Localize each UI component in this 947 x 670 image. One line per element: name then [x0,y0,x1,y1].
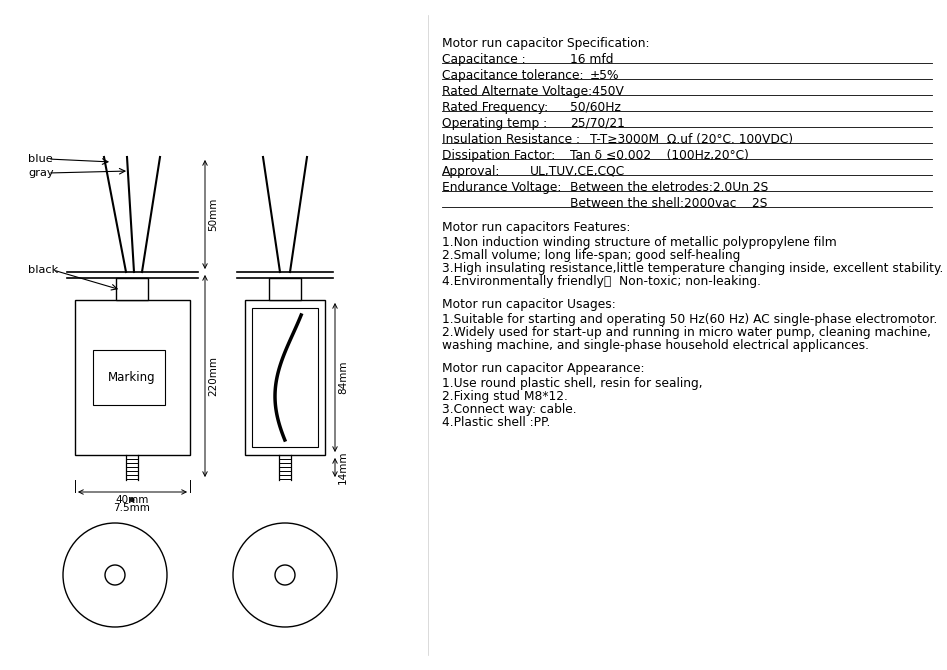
Text: 40mm: 40mm [116,495,150,505]
Bar [252,308,318,447]
Text: 2.Small volume; long life-span; good self-healing: 2.Small volume; long life-span; good sel… [442,249,741,262]
Bar [93,350,165,405]
Bar [75,300,190,455]
Text: 84mm: 84mm [338,360,348,394]
Text: 1.Use round plastic shell, resin for sealing,: 1.Use round plastic shell, resin for sea… [442,377,703,390]
Text: Capacitance tolerance:: Capacitance tolerance: [442,69,583,82]
Text: Marking: Marking [108,371,156,385]
Text: ±5%: ±5% [590,69,619,82]
Text: blue: blue [28,154,53,164]
Bar [116,278,148,300]
Text: Insulation Resistance :: Insulation Resistance : [442,133,580,146]
Text: 1.Suitable for starting and operating 50 Hz(60 Hz) AC single-phase electromotor.: 1.Suitable for starting and operating 50… [442,313,938,326]
Text: 16 mfd: 16 mfd [570,53,614,66]
Text: 14mm: 14mm [338,451,348,484]
Text: Approval:: Approval: [442,165,500,178]
Text: Tan δ ≤0.002    (100Hz,20°C): Tan δ ≤0.002 (100Hz,20°C) [570,149,749,162]
Text: black: black [28,265,59,275]
Text: 7.5mm: 7.5mm [114,503,151,513]
Text: Motor run capacitors Features:: Motor run capacitors Features: [442,221,631,234]
Bar [269,278,301,300]
Bar [245,300,325,455]
Text: 25/70/21: 25/70/21 [570,117,625,130]
Text: Between the eletrodes:2.0Un 2S: Between the eletrodes:2.0Un 2S [570,181,768,194]
Text: 50mm: 50mm [208,198,218,231]
Text: Motor run capacitor Specification:: Motor run capacitor Specification: [442,37,650,50]
Text: 3.Connect way: cable.: 3.Connect way: cable. [442,403,577,416]
Text: Motor run capacitor Appearance:: Motor run capacitor Appearance: [442,362,645,375]
Text: 220mm: 220mm [208,356,218,396]
Text: 4.Environmentally friendly：  Non-toxic; non-leaking.: 4.Environmentally friendly： Non-toxic; n… [442,275,761,288]
Text: Rated Frequency:: Rated Frequency: [442,101,548,114]
Text: 3.High insulating resistance,little temperature changing inside, excellent stabi: 3.High insulating resistance,little temp… [442,262,943,275]
Text: Between the shell:2000vac    2S: Between the shell:2000vac 2S [570,197,767,210]
Text: gray: gray [28,168,54,178]
Text: 50/60Hz: 50/60Hz [570,101,621,114]
Text: UL,TUV,CE,CQC: UL,TUV,CE,CQC [530,165,625,178]
Text: 4.Plastic shell :PP.: 4.Plastic shell :PP. [442,416,550,429]
Text: Motor run capacitor Usages:: Motor run capacitor Usages: [442,298,616,311]
Text: 1.Non induction winding structure of metallic polypropylene film: 1.Non induction winding structure of met… [442,236,837,249]
Text: Rated Alternate Voltage:450V: Rated Alternate Voltage:450V [442,85,624,98]
Text: Endurance Voltage:: Endurance Voltage: [442,181,562,194]
Text: Capacitance :: Capacitance : [442,53,526,66]
Text: washing machine, and single-phase household electrical applicances.: washing machine, and single-phase househ… [442,339,869,352]
Text: 2.Fixing stud M8*12.: 2.Fixing stud M8*12. [442,390,568,403]
Text: Dissipation Factor:: Dissipation Factor: [442,149,555,162]
Text: T-T≥3000M  Ω.uf (20°C. 100VDC): T-T≥3000M Ω.uf (20°C. 100VDC) [590,133,794,146]
Text: Operating temp :: Operating temp : [442,117,547,130]
Text: 2.Widely used for start-up and running in micro water pump, cleaning machine,: 2.Widely used for start-up and running i… [442,326,931,339]
